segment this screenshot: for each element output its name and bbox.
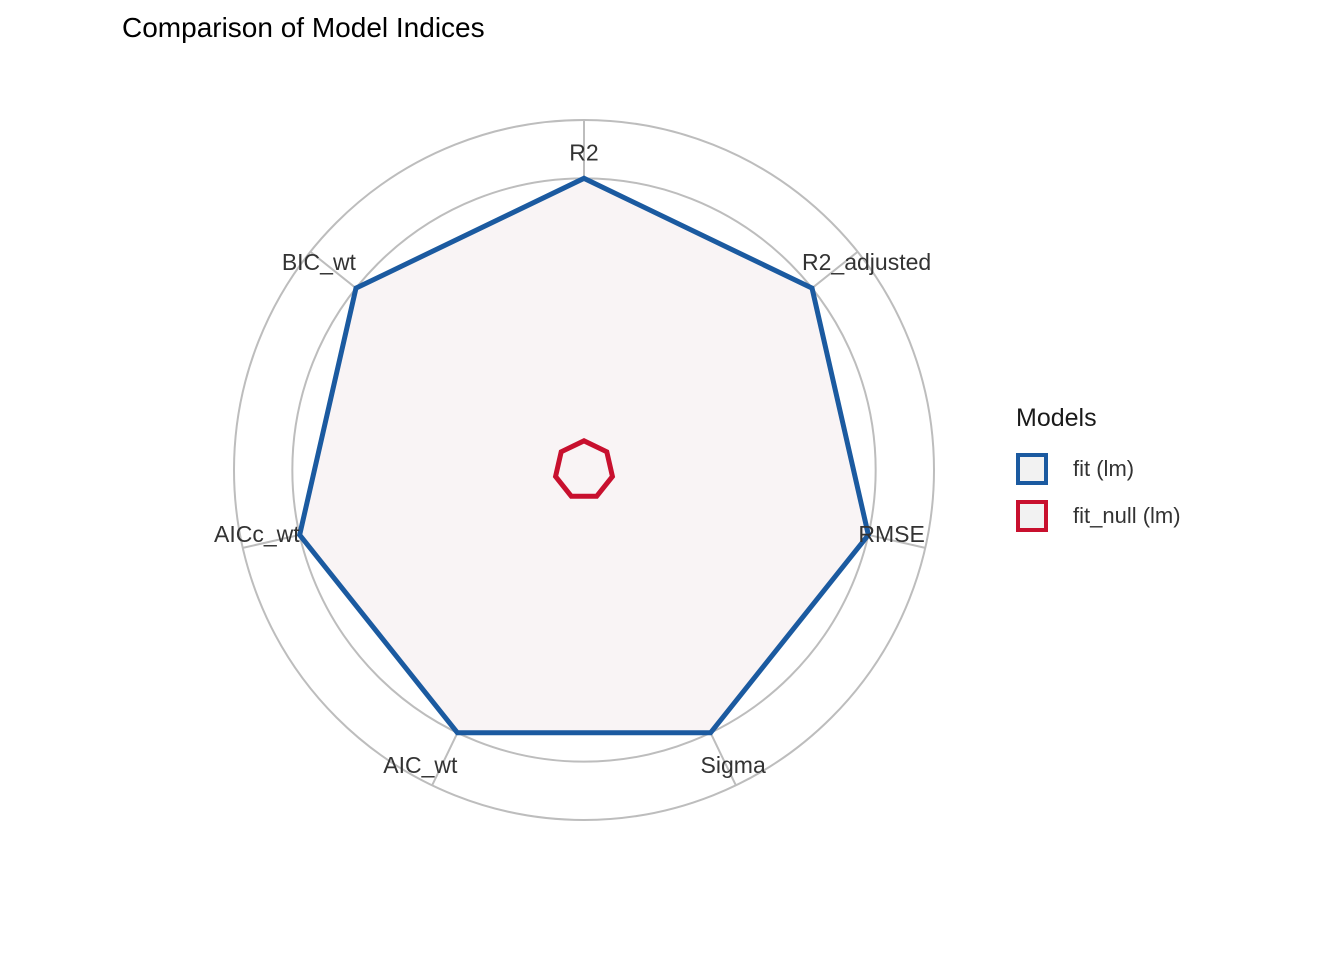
series-line-fit [296,175,872,736]
legend: Models fit (lm) fit_null (lm) [1016,404,1181,539]
axis-label-aicc-wt: AICc_wt [214,521,300,547]
legend-label-fit-null: fit_null (lm) [1073,502,1181,528]
axis-label-rmse: RMSE [858,521,924,547]
legend-key-fit [1016,452,1048,485]
axis-label-sigma: Sigma [701,752,766,778]
axis-label-r2-adjusted: R2_adjusted [802,249,931,275]
radar-axis-labels: AIC_wt AICc_wt BIC_wt R2 R2_adjusted RMSE Sigm… [214,139,931,777]
axis-label-aic-wt: AIC_wt [383,752,458,778]
chart-title: Comparison of Model Indices [122,12,485,43]
series-fill-fit-null [555,440,613,497]
legend-label-fit: fit (lm) [1073,455,1135,481]
legend-item-fit: fit (lm) [1016,445,1181,492]
radar-series [296,175,872,736]
radar-fill [299,178,869,733]
axis-label-bic-wt: BIC_wt [282,249,357,275]
legend-key-fit-null [1016,499,1048,532]
legend-item-fit-null: fit_null (lm) [1016,492,1181,539]
legend-title: Models [1016,404,1097,432]
series-line-fit-null [552,438,616,499]
axis-label-r2: R2 [569,139,598,165]
